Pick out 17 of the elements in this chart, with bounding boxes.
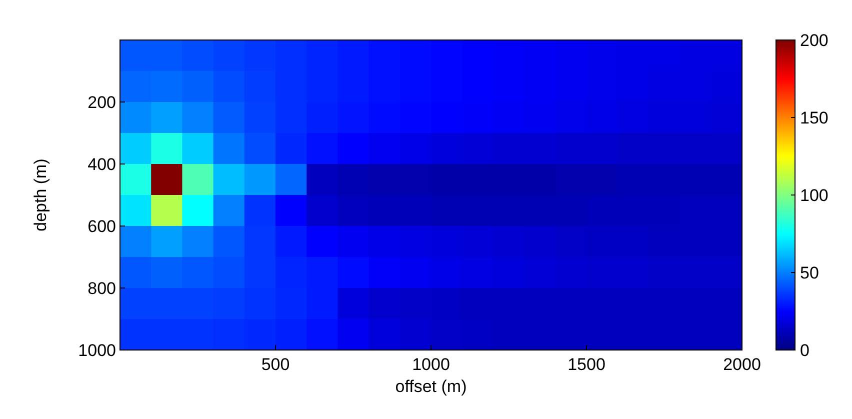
colorbar: 0 50 100 150 200: [776, 31, 828, 360]
y-tick-label: 600: [88, 217, 116, 236]
color-bar-label: 150: [800, 108, 828, 128]
x-tick-label: 1000: [412, 355, 450, 374]
x-tick-label: 2000: [723, 355, 761, 374]
y-tick-label: 1000: [78, 341, 116, 360]
x-axis-title: offset (m): [395, 377, 467, 396]
x-tick-label: 500: [261, 355, 290, 374]
y-tick-label: 400: [88, 155, 116, 174]
color-bar-label: 200: [800, 31, 828, 50]
color-bar-label: 100: [800, 186, 828, 205]
y-axis-title: depth (m): [31, 158, 50, 232]
y-tick-label: 800: [88, 279, 116, 298]
y-tick-label: 200: [88, 93, 116, 112]
x-tick-label: 1500: [568, 355, 606, 374]
color-bar-label: 0: [800, 341, 810, 360]
color-bar-label: 50: [800, 264, 819, 282]
